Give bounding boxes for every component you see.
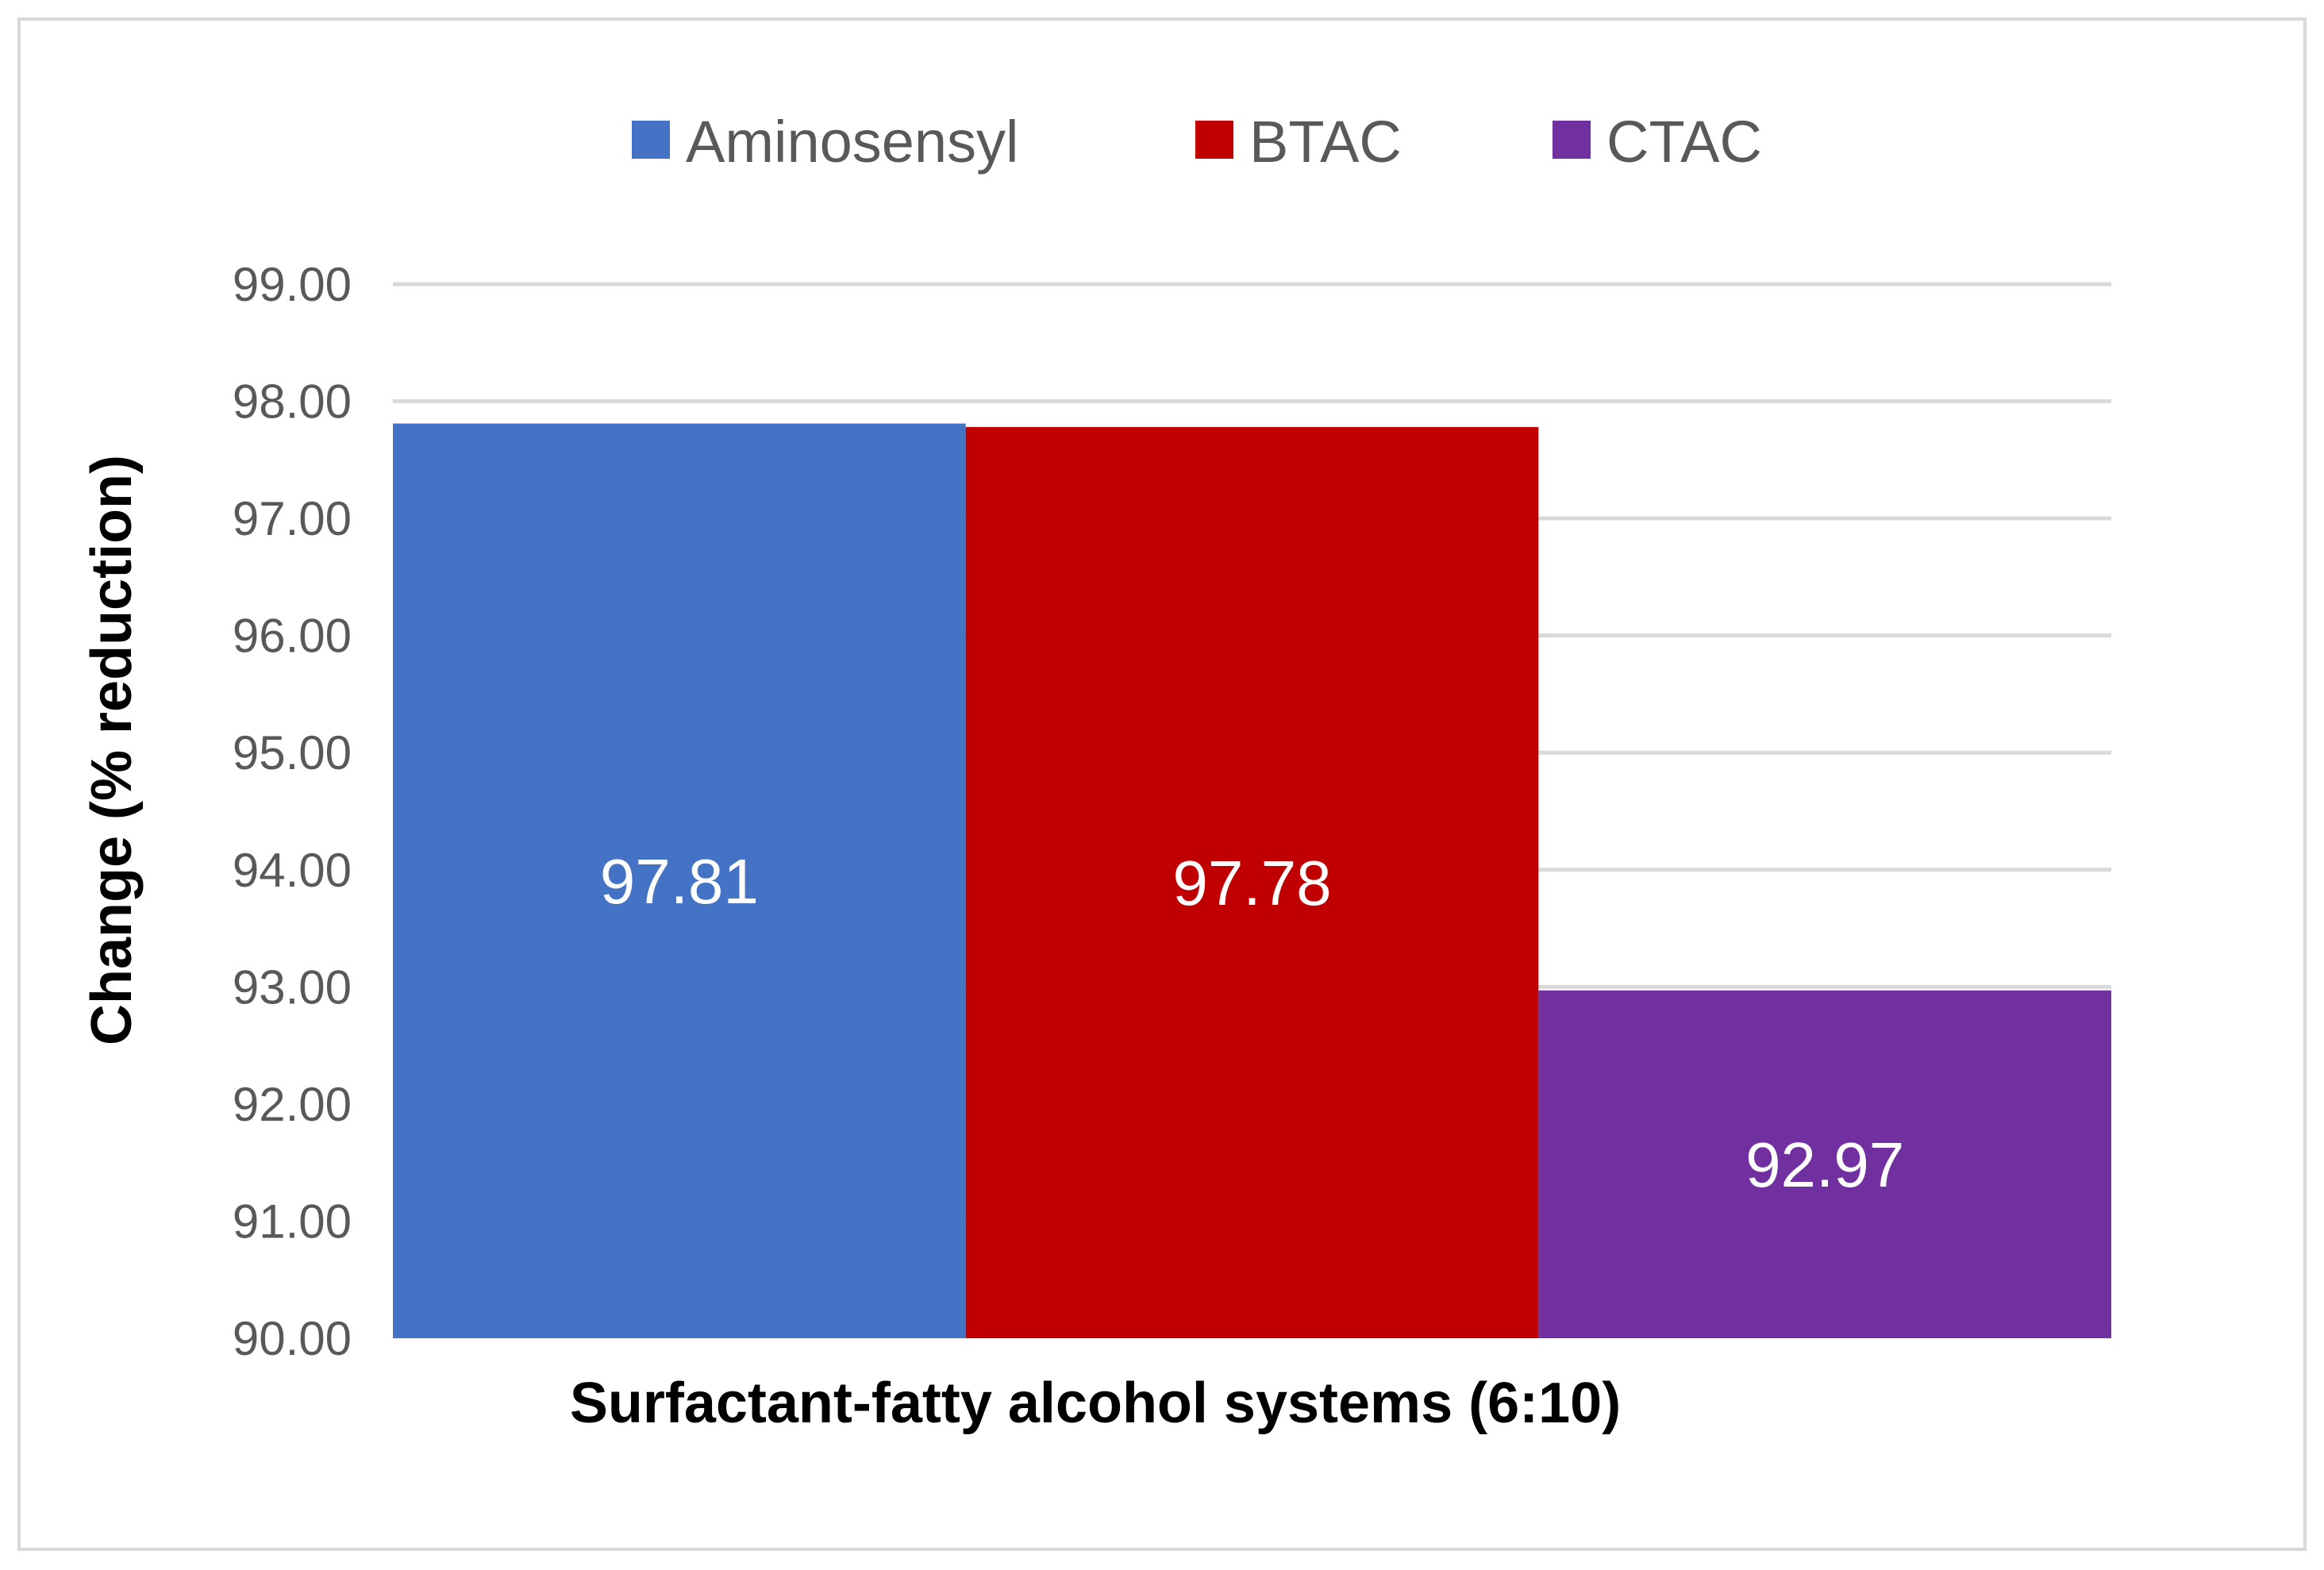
data-label-ctac: 92.97 (1745, 1129, 1904, 1200)
legend-swatch-ctac (1553, 121, 1591, 159)
bar-aminosensyl (393, 423, 966, 1339)
y-tick-label: 95.00 (233, 726, 352, 779)
y-tick-label: 93.00 (233, 960, 352, 1014)
bars (393, 423, 2111, 1339)
y-tick-label: 90.00 (233, 1312, 352, 1365)
legend-swatch-aminosensyl (632, 121, 670, 159)
data-label-aminosensyl: 97.81 (600, 846, 759, 917)
bar-ctac (1538, 990, 2111, 1338)
data-label-btac: 97.78 (1172, 848, 1331, 918)
y-tick-label: 94.00 (233, 844, 352, 897)
legend-label-aminosensyl: Aminosensyl (686, 109, 1019, 175)
y-tick-label: 98.00 (233, 375, 352, 429)
y-tick-label: 91.00 (233, 1195, 352, 1248)
legend-swatch-btac (1195, 121, 1233, 159)
y-tick-label: 92.00 (233, 1078, 352, 1131)
y-tick-label: 96.00 (233, 610, 352, 663)
bar-btac (965, 427, 1539, 1338)
y-axis-title: Change (% reduction) (80, 455, 144, 1045)
y-tick-label: 99.00 (233, 258, 352, 311)
legend-label-ctac: CTAC (1606, 109, 1762, 175)
x-axis-title: Surfactant-fatty alcohol systems (6:10) (570, 1372, 1621, 1435)
bar-data-labels: 97.81 97.78 92.97 (600, 846, 1905, 1200)
y-tick-label: 97.00 (233, 492, 352, 545)
legend: Aminosensyl BTAC CTAC (632, 109, 1762, 175)
legend-label-btac: BTAC (1249, 109, 1402, 175)
y-axis-ticks: 90.00 91.00 92.00 93.00 94.00 95.00 96.00 97.00… (233, 258, 352, 1365)
